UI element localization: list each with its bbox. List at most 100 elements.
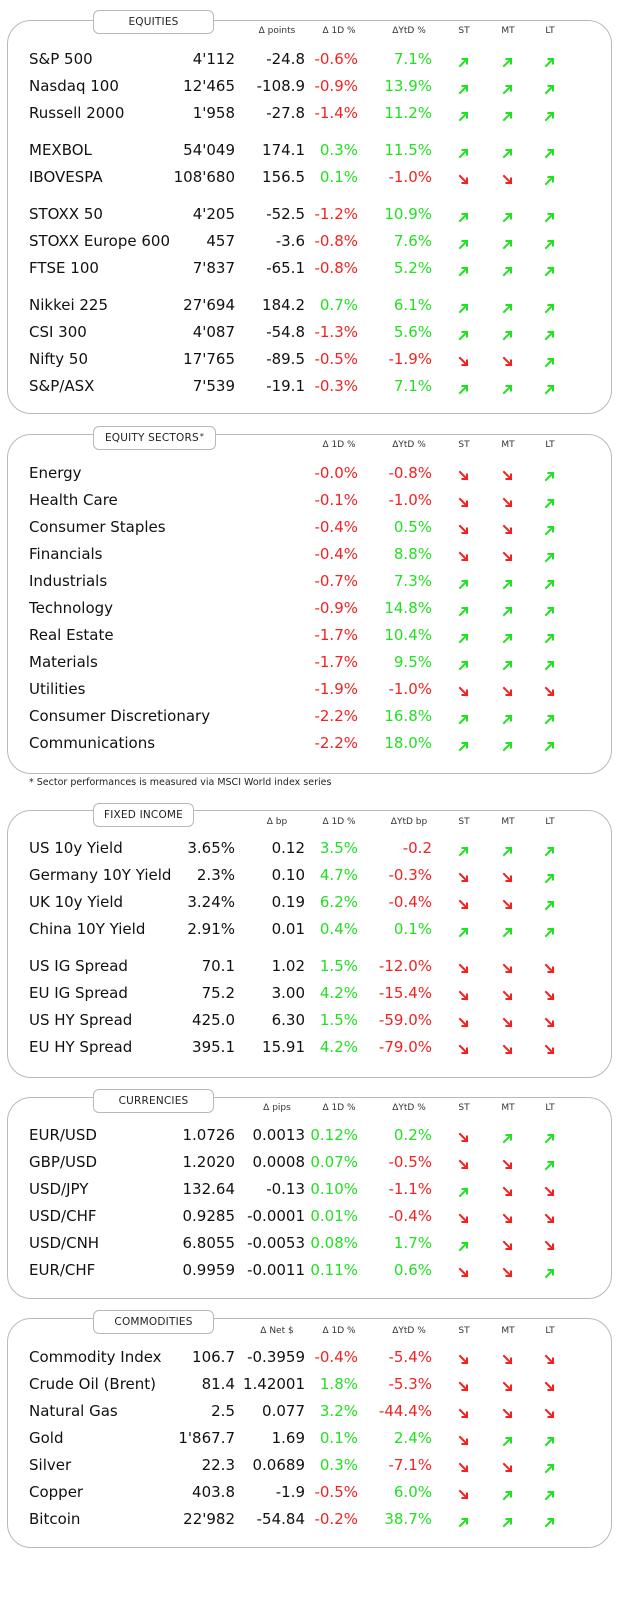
row-change-1d: -1.9%	[314, 680, 358, 698]
trend-lt-up-arrow-icon	[543, 53, 557, 68]
row-change-1d: 0.08%	[310, 1234, 358, 1252]
row-change-ytd: 16.8%	[384, 707, 432, 725]
trend-mt-up-arrow-icon	[501, 656, 515, 671]
trend-st-down-arrow-icon	[457, 1432, 471, 1446]
row-change-ytd: 7.6%	[393, 232, 432, 250]
trend-mt-up-arrow-icon	[501, 326, 515, 341]
row-change-ytd: -0.4%	[388, 1207, 432, 1225]
panel-title-text: EQUITY SECTORS	[104, 432, 199, 444]
trend-mt-up-arrow-icon	[501, 262, 515, 277]
table-row: Financials -0.4% 8.8%	[0, 543, 619, 565]
row-name: US IG Spread	[29, 957, 128, 975]
row-name: Nifty 50	[29, 350, 89, 368]
trend-st-down-arrow-icon	[457, 1486, 471, 1500]
row-change-1d: 0.3%	[319, 141, 358, 159]
table-row: USD/CNH 6.8055 -0.0053 0.08% 1.7%	[0, 1232, 619, 1254]
trend-lt-down-arrow-icon	[543, 1351, 557, 1365]
row-change-abs: -0.0001	[247, 1207, 305, 1225]
trend-mt-down-arrow-icon	[501, 896, 515, 910]
row-change-ytd: -79.0%	[378, 1038, 432, 1056]
trend-st-down-arrow-icon	[457, 521, 471, 535]
trend-mt-up-arrow-icon	[501, 629, 515, 644]
currencies-title: CURRENCIES	[93, 1089, 214, 1113]
trend-st-up-arrow-icon	[457, 53, 471, 68]
row-change-ytd: 38.7%	[384, 1510, 432, 1528]
row-change-abs: -54.8	[266, 323, 305, 341]
row-level: 0.9285	[182, 1207, 236, 1225]
table-row: Technology -0.9% 14.8%	[0, 597, 619, 619]
trend-lt-up-arrow-icon	[543, 262, 557, 277]
row-name: Crude Oil (Brent)	[29, 1375, 157, 1393]
trend-mt-up-arrow-icon	[501, 235, 515, 250]
row-change-1d: -0.1%	[314, 491, 358, 509]
row-change-abs: -65.1	[266, 259, 305, 277]
trend-mt-up-arrow-icon	[501, 923, 515, 938]
row-name: MEXBOL	[29, 141, 92, 159]
row-level: 132.64	[182, 1180, 236, 1198]
column-header-ytd: ΔYtD %	[392, 1103, 426, 1113]
trend-st-up-arrow-icon	[457, 602, 471, 617]
row-change-1d: 1.5%	[319, 957, 358, 975]
table-row: Gold 1'867.7 1.69 0.1% 2.4%	[0, 1427, 619, 1449]
trend-lt-up-arrow-icon	[543, 710, 557, 725]
row-change-ytd: 7.1%	[393, 50, 432, 68]
row-change-ytd: 6.1%	[393, 296, 432, 314]
trend-mt-down-arrow-icon	[501, 1156, 515, 1170]
column-header-lt: LT	[545, 817, 555, 827]
trend-st-down-arrow-icon	[457, 1459, 471, 1473]
row-change-ytd: -1.0%	[388, 168, 432, 186]
row-name: Germany 10Y Yield	[29, 866, 172, 884]
row-name: Gold	[29, 1429, 64, 1447]
trend-mt-down-arrow-icon	[501, 1183, 515, 1197]
row-level: 4'112	[192, 50, 235, 68]
trend-lt-up-arrow-icon	[543, 144, 557, 159]
row-level: 17'765	[183, 350, 235, 368]
row-change-abs: 0.077	[262, 1402, 305, 1420]
trend-st-up-arrow-icon	[457, 1183, 471, 1198]
row-change-ytd: 14.8%	[384, 599, 432, 617]
row-change-1d: -1.7%	[314, 626, 358, 644]
row-change-abs: 0.01	[271, 920, 305, 938]
row-change-1d: 4.2%	[319, 1038, 358, 1056]
trend-st-up-arrow-icon	[457, 380, 471, 395]
row-change-1d: -0.6%	[314, 50, 358, 68]
table-row: Natural Gas 2.5 0.077 3.2% -44.4%	[0, 1400, 619, 1422]
table-row: Copper 403.8 -1.9 -0.5% 6.0%	[0, 1481, 619, 1503]
trend-st-down-arrow-icon	[457, 987, 471, 1001]
row-change-ytd: 18.0%	[384, 734, 432, 752]
row-change-ytd: -1.0%	[388, 491, 432, 509]
row-name: US 10y Yield	[29, 839, 123, 857]
trend-st-down-arrow-icon	[457, 467, 471, 481]
table-row: Consumer Staples -0.4% 0.5%	[0, 516, 619, 538]
trend-lt-up-arrow-icon	[543, 656, 557, 671]
row-level: 81.4	[201, 1375, 235, 1393]
trend-st-up-arrow-icon	[457, 208, 471, 223]
row-change-1d: 0.11%	[310, 1261, 358, 1279]
row-name: Technology	[29, 599, 114, 617]
row-change-1d: 3.2%	[319, 1402, 358, 1420]
row-change-ytd: -12.0%	[378, 957, 432, 975]
row-change-abs: 0.0008	[252, 1153, 306, 1171]
commodities-title: COMMODITIES	[93, 1310, 214, 1334]
row-change-abs: -27.8	[266, 104, 305, 122]
table-row: US IG Spread 70.1 1.02 1.5% -12.0%	[0, 955, 619, 977]
table-row: Industrials -0.7% 7.3%	[0, 570, 619, 592]
row-change-ytd: -1.9%	[388, 350, 432, 368]
trend-lt-down-arrow-icon	[543, 1183, 557, 1197]
row-change-ytd: 11.5%	[384, 141, 432, 159]
trend-mt-down-arrow-icon	[501, 1351, 515, 1365]
row-change-1d: 0.3%	[319, 1456, 358, 1474]
table-row: USD/JPY 132.64 -0.13 0.10% -1.1%	[0, 1178, 619, 1200]
row-name: Real Estate	[29, 626, 114, 644]
trend-st-up-arrow-icon	[457, 1237, 471, 1252]
title-footnote-mark: *	[199, 431, 205, 441]
row-change-ytd: -0.4%	[388, 893, 432, 911]
trend-lt-up-arrow-icon	[543, 107, 557, 122]
row-level: 1'867.7	[178, 1429, 235, 1447]
row-change-ytd: 0.5%	[393, 518, 432, 536]
row-name: Consumer Discretionary	[29, 707, 211, 725]
row-change-ytd: -0.3%	[388, 866, 432, 884]
column-header-lt: LT	[545, 1326, 555, 1336]
row-change-1d: -1.7%	[314, 653, 358, 671]
trend-st-down-arrow-icon	[457, 1129, 471, 1143]
